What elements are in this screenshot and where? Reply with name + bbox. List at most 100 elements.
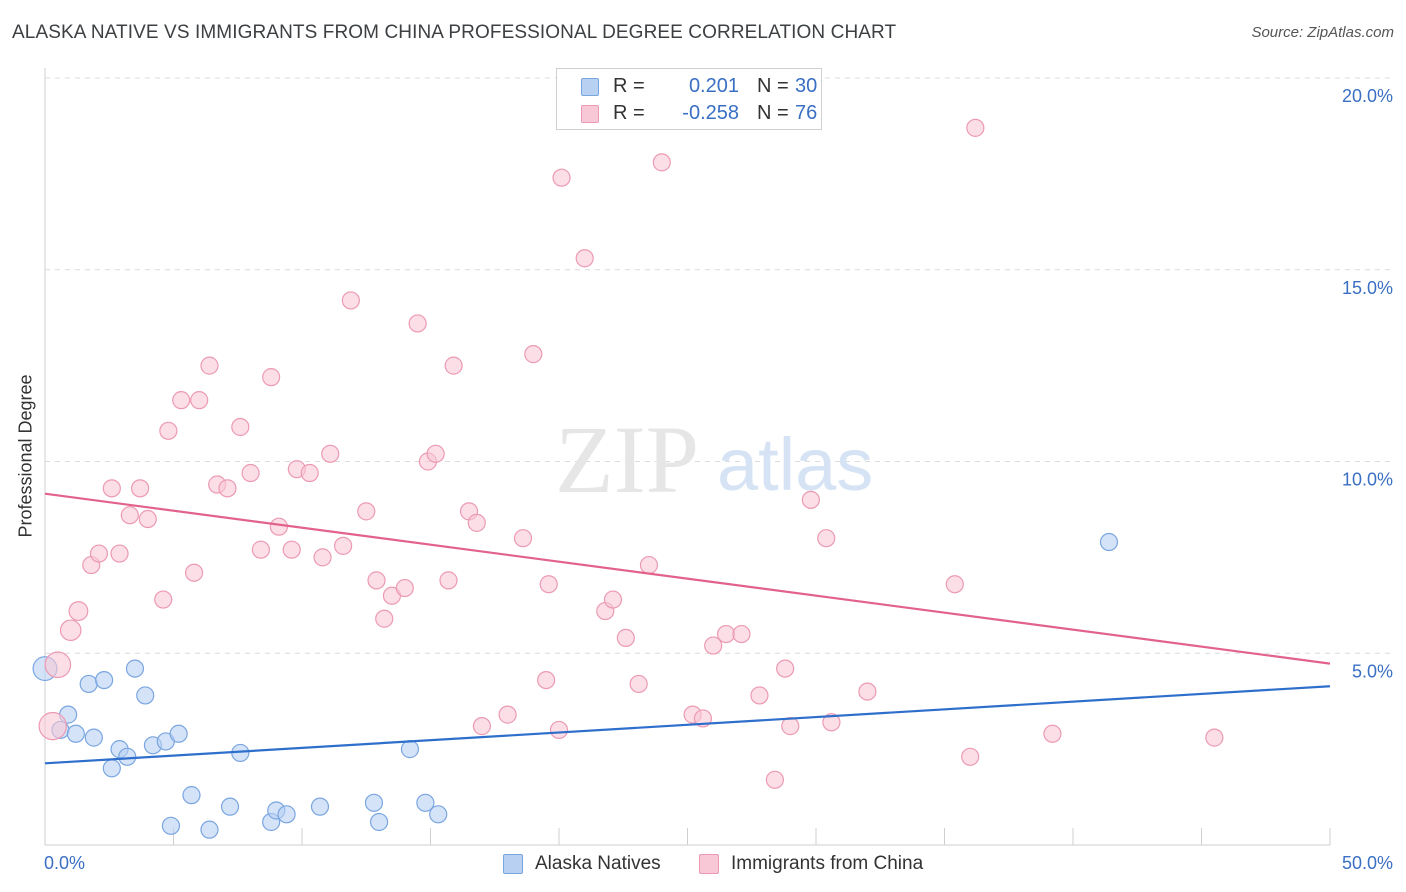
y-axis-label: Professional Degree <box>15 374 36 538</box>
china-immigrant-point <box>858 682 877 701</box>
legend-r-label: R = <box>613 75 645 97</box>
points-layer <box>32 118 1224 839</box>
china-immigrant-point <box>716 624 736 644</box>
china-immigrant-point <box>190 391 209 410</box>
china-immigrant-point <box>537 670 556 690</box>
legend-swatch-pink <box>581 105 599 123</box>
china-immigrant-point <box>44 651 72 679</box>
china-immigrant-point <box>776 659 795 678</box>
series-name: Alaska Natives <box>535 853 661 874</box>
alaska-native-trendline <box>44 685 1331 765</box>
china-immigrant-point <box>231 417 250 437</box>
china-immigrant-point <box>102 479 121 498</box>
y-tick-label: 15.0% <box>1342 278 1393 298</box>
x-tick-label: 0.0% <box>44 853 85 873</box>
china-immigrant-point <box>513 529 533 548</box>
china-immigrant-point <box>552 168 571 187</box>
china-immigrant-point <box>1043 724 1062 743</box>
china-immigrant-point <box>68 601 89 622</box>
china-immigrant-point <box>1205 728 1224 747</box>
china-immigrant-point <box>251 540 270 559</box>
china-immigrant-point <box>241 463 260 483</box>
alaska-native-point <box>161 816 181 835</box>
watermark-atlas: atlas <box>717 423 873 506</box>
legend-n-value: 76 <box>795 102 818 124</box>
legend-n-value: 30 <box>795 75 818 97</box>
watermark-zip: ZIP <box>555 406 699 513</box>
alaska-native-point <box>429 805 448 824</box>
china-immigrant-point <box>321 444 340 463</box>
china-immigrant-point <box>750 686 769 705</box>
series-swatch-pink <box>699 854 719 874</box>
alaska-native-point <box>277 805 296 824</box>
alaska-native-point <box>125 659 145 678</box>
china-immigrant-point <box>616 628 635 648</box>
y-tick-label: 10.0% <box>1342 470 1393 490</box>
china-immigrant-point <box>334 536 353 555</box>
china-immigrant-point <box>822 713 841 732</box>
china-immigrant-point <box>172 391 191 410</box>
china-immigrant-point <box>200 356 219 375</box>
china-immigrant-point <box>313 548 332 567</box>
china-immigrant-point <box>603 590 623 609</box>
china-immigrant-point <box>341 291 360 310</box>
legend-r-label: R = <box>613 102 645 124</box>
china-immigrant-point <box>966 118 985 137</box>
legend-r-value: 0.201 <box>688 75 739 97</box>
china-immigrant-point <box>467 513 486 532</box>
china-immigrant-point <box>639 555 659 575</box>
china-immigrant-point <box>945 575 964 594</box>
china-immigrant-point <box>781 717 800 736</box>
china-immigrant-point <box>439 571 458 590</box>
alaska-native-point <box>310 797 330 816</box>
legend-n-label: N = <box>757 102 789 124</box>
china-immigrant-point <box>110 544 129 563</box>
china-immigrant-point <box>59 619 82 642</box>
chart-title: ALASKA NATIVE VS IMMIGRANTS FROM CHINA P… <box>12 22 897 43</box>
alaska-native-point <box>84 728 103 747</box>
china-immigrant-point <box>130 479 150 498</box>
alaska-native-point <box>169 724 188 743</box>
series-name: Immigrants from China <box>731 853 924 874</box>
legend-swatch-blue <box>581 78 599 96</box>
china-immigrant-point <box>549 720 569 740</box>
alaska-native-point <box>118 747 137 766</box>
y-tick-label: 5.0% <box>1352 661 1393 681</box>
china-immigrant-point <box>38 711 67 741</box>
alaska-native-point <box>370 812 389 832</box>
y-tick-label: 20.0% <box>1342 86 1393 106</box>
china-immigrant-point <box>817 529 836 548</box>
alaska-native-point <box>79 674 98 694</box>
axis-layer: 5.0% 10.0% 15.0% 20.0% 0.0% 50.0% <box>44 68 1393 873</box>
china-immigrant-point <box>159 421 178 440</box>
china-immigrant-point <box>801 490 820 509</box>
grid-layer <box>45 77 1392 654</box>
china-immigrant-point <box>472 717 491 736</box>
china-immigrant-point <box>375 609 394 628</box>
china-immigrant-point <box>120 506 139 525</box>
china-immigrant-point <box>426 444 445 463</box>
china-immigrant-point <box>184 563 204 582</box>
china-immigrant-point <box>138 509 157 529</box>
alaska-native-point <box>66 724 85 743</box>
china-immigrant-point <box>629 674 648 694</box>
alaska-native-point <box>1099 532 1119 552</box>
alaska-native-point <box>220 797 240 816</box>
china-immigrant-point <box>367 571 386 590</box>
china-immigrant-point <box>89 544 109 563</box>
correlation-legend: R = 0.201 N = 30 R = -0.258 N = 76 <box>556 68 822 130</box>
alaska-native-point <box>400 740 420 759</box>
alaska-native-point <box>182 786 201 805</box>
china-immigrant-point <box>732 624 751 644</box>
china-immigrant-point <box>652 153 671 172</box>
alaska-native-point <box>364 793 384 812</box>
china-immigrant-point <box>218 479 237 498</box>
china-immigrant-point <box>154 590 173 609</box>
alaska-native-point <box>95 670 114 690</box>
x-tick-label: 50.0% <box>1342 853 1393 873</box>
china-immigrant-point <box>539 575 558 594</box>
china-immigrant-point <box>524 345 543 364</box>
china-immigrant-point <box>408 314 427 333</box>
china-immigrant-point <box>269 517 288 536</box>
